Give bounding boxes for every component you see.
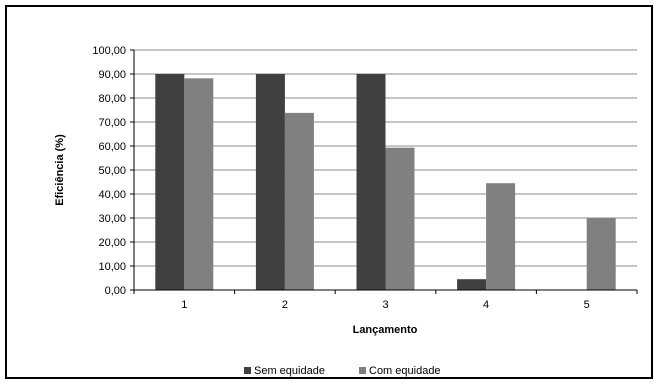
- y-tick-label-10: 100,00: [92, 45, 126, 57]
- bar-sem-equidade-4: [457, 279, 487, 290]
- y-axis-title: Eficiência (%): [54, 134, 66, 206]
- x-tick-label-3: 3: [382, 299, 388, 311]
- y-tick-label-4: 40,00: [98, 189, 126, 201]
- y-tick-label-3: 30,00: [98, 213, 126, 225]
- legend-label-com-equidade: Com equidade: [369, 365, 441, 377]
- legend-label-sem-equidade: Sem equidade: [254, 365, 325, 377]
- y-tick-label-0: 0,00: [105, 285, 126, 297]
- bar-com-equidade-5: [586, 218, 616, 290]
- bar-com-equidade-2: [284, 112, 314, 290]
- axes: [130, 49, 638, 294]
- y-tick-label-2: 20,00: [98, 237, 126, 249]
- y-tick-label-7: 70,00: [98, 117, 126, 129]
- y-tick-label-6: 60,00: [98, 141, 126, 153]
- bar-com-equidade-1: [184, 78, 214, 290]
- y-tick-label-9: 90,00: [98, 69, 126, 81]
- bars: [155, 74, 616, 290]
- bar-com-equidade-4: [486, 183, 516, 290]
- x-tick-label-5: 5: [584, 299, 590, 311]
- bar-sem-equidade-3: [356, 74, 386, 290]
- bar-sem-equidade-2: [255, 74, 285, 290]
- y-tick-label-5: 50,00: [98, 165, 126, 177]
- legend-swatch-com-equidade: [359, 367, 366, 374]
- x-tick-label-2: 2: [282, 299, 288, 311]
- tick-labels: 0,00 10,00 20,00 30,00 40,00 50,00 60,00 70,00 8…: [92, 45, 589, 311]
- bar-com-equidade-3: [385, 147, 415, 290]
- legend-swatch-sem-equidade: [244, 367, 251, 374]
- bar-sem-equidade-1: [155, 74, 185, 290]
- chart-frame: [5, 5, 653, 379]
- y-tick-label-8: 80,00: [98, 93, 126, 105]
- legend: Sem equidade Com equidade: [244, 365, 441, 377]
- y-tick-label-1: 10,00: [98, 261, 126, 273]
- x-tick-label-4: 4: [483, 299, 489, 311]
- x-tick-label-1: 1: [181, 299, 187, 311]
- x-axis-title: Lançamento: [353, 324, 418, 336]
